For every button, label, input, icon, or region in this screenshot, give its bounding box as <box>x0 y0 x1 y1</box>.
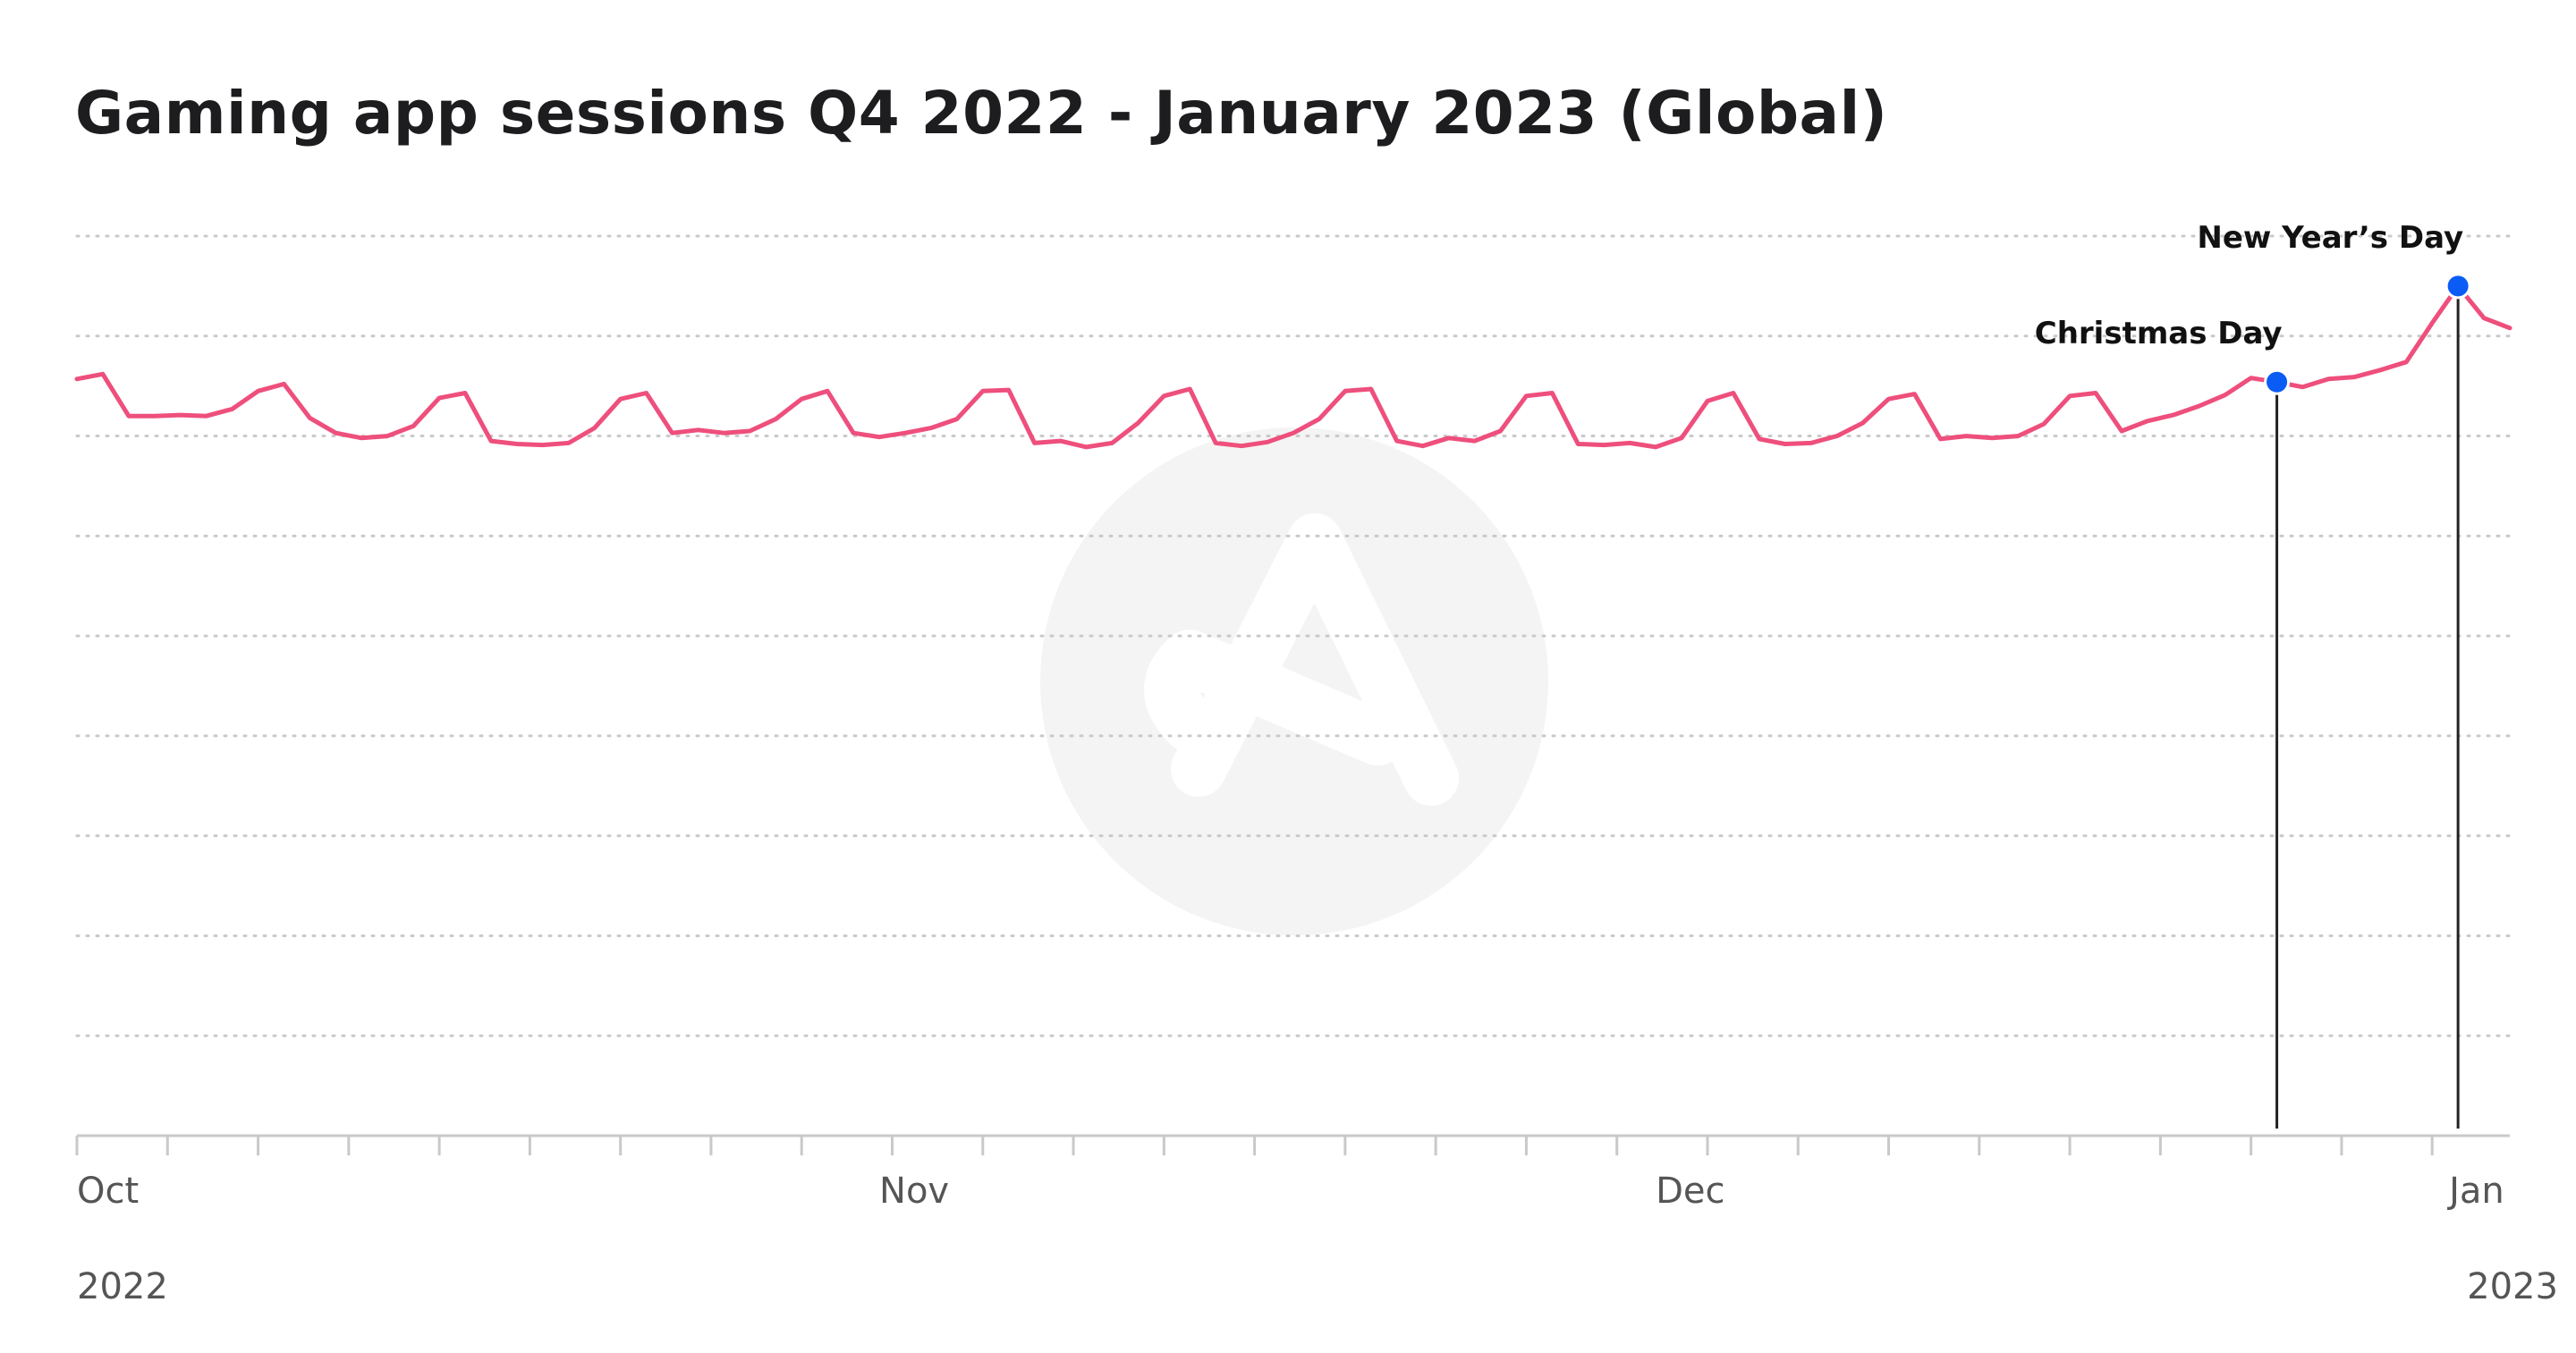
annotation-label: Christmas Day <box>2035 316 2283 351</box>
x-year-label: 2023 <box>2467 1266 2558 1307</box>
watermark-logo-icon <box>1040 427 1548 935</box>
annotation-points: Christmas Day New Year’s Day <box>2035 220 2471 395</box>
x-tick-label: Jan <box>2446 1171 2504 1212</box>
x-tick-label: Nov <box>879 1171 949 1212</box>
annotation-label: New Year’s Day <box>2197 220 2463 256</box>
x-tick-label: Dec <box>1656 1171 1724 1212</box>
annotation-marker <box>2264 368 2291 395</box>
x-tick-label: Oct <box>77 1171 139 1212</box>
annotation-marker <box>2445 273 2471 300</box>
x-axis: Oct Nov Dec Jan 2022 2023 <box>75 1134 2558 1307</box>
annotation-lines <box>2275 285 2460 1129</box>
x-year-label: 2022 <box>77 1266 168 1307</box>
sessions-line <box>74 283 2512 450</box>
chart-title: Gaming app sessions Q4 2022 - January 20… <box>75 79 1888 148</box>
gridlines <box>75 234 2512 1037</box>
